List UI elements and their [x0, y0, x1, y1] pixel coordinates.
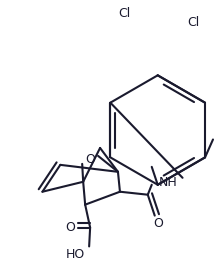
Text: O: O	[153, 217, 163, 230]
Text: Cl: Cl	[118, 7, 130, 20]
Text: Cl: Cl	[187, 16, 200, 29]
Text: O: O	[65, 221, 75, 234]
Text: HO: HO	[65, 248, 85, 261]
Text: O: O	[85, 153, 95, 166]
Text: NH: NH	[158, 176, 177, 189]
